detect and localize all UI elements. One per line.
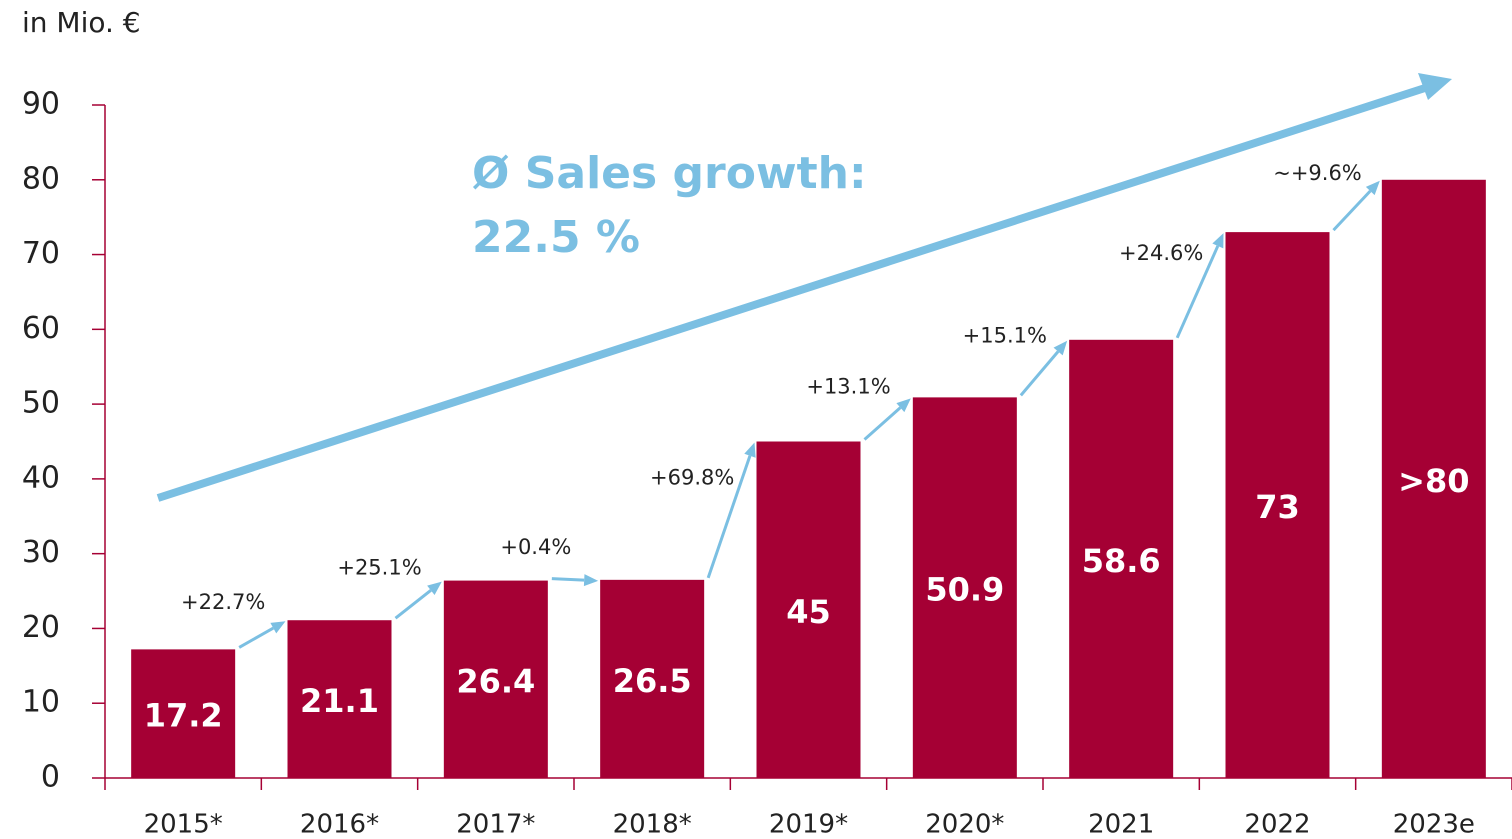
bar bbox=[756, 441, 861, 778]
y-tick-label: 90 bbox=[22, 87, 60, 122]
x-tick-label: 2022 bbox=[1244, 810, 1310, 839]
bar bbox=[287, 620, 392, 778]
value-label: 73 bbox=[1255, 488, 1300, 526]
y-tick-label: 70 bbox=[22, 236, 60, 271]
growth-arrowhead bbox=[427, 581, 442, 595]
x-tick-label: 2021 bbox=[1088, 810, 1154, 839]
y-tick-label: 10 bbox=[22, 685, 60, 720]
growth-arrowhead bbox=[1365, 180, 1380, 196]
y-tick-label: 30 bbox=[22, 535, 60, 570]
bar bbox=[1225, 232, 1330, 779]
annotation: 22.5 % bbox=[472, 212, 640, 263]
value-label: 26.4 bbox=[456, 662, 535, 700]
growth-arrow bbox=[706, 455, 752, 579]
growth-arrowhead bbox=[896, 398, 911, 413]
bar bbox=[600, 579, 705, 778]
x-tick-label: 2019* bbox=[769, 810, 848, 839]
growth-label: +0.4% bbox=[500, 535, 571, 559]
y-tick-label: 20 bbox=[22, 610, 60, 645]
growth-arrow bbox=[394, 589, 432, 620]
growth-label: +25.1% bbox=[337, 555, 421, 579]
x-tick-label: 2016* bbox=[300, 810, 379, 839]
growth-label: +13.1% bbox=[806, 374, 890, 398]
growth-label: +15.1% bbox=[963, 324, 1047, 348]
value-label: 26.5 bbox=[613, 662, 692, 700]
y-tick-label: 50 bbox=[22, 386, 60, 421]
growth-label: +22.7% bbox=[181, 590, 265, 614]
growth-arrowhead bbox=[1053, 340, 1068, 356]
annotation: Ø Sales growth: bbox=[472, 148, 867, 199]
bar bbox=[912, 397, 1017, 778]
growth-arrow bbox=[1175, 245, 1220, 339]
value-label: 17.2 bbox=[144, 697, 223, 735]
growth-arrowhead bbox=[270, 621, 286, 634]
growth-label: ~+9.6% bbox=[1273, 161, 1362, 185]
y-tick-label: 80 bbox=[22, 161, 60, 196]
growth-arrowhead bbox=[583, 574, 599, 587]
trend-arrow bbox=[156, 84, 1427, 502]
bar bbox=[443, 580, 548, 778]
y-tick-label: 0 bbox=[41, 760, 60, 795]
value-label: 21.1 bbox=[300, 682, 379, 720]
value-label: 58.6 bbox=[1082, 542, 1161, 580]
y-tick-label: 40 bbox=[22, 460, 60, 495]
y-tick-label: 60 bbox=[22, 311, 60, 346]
x-tick-label: 2015* bbox=[144, 810, 223, 839]
x-tick-label: 2017* bbox=[456, 810, 535, 839]
trend-arrowhead bbox=[1418, 73, 1452, 100]
value-label: 45 bbox=[786, 593, 831, 631]
x-tick-label: 2023e bbox=[1393, 810, 1475, 839]
y-axis-label: in Mio. € bbox=[22, 6, 141, 39]
growth-arrow bbox=[551, 577, 585, 582]
growth-label: +69.8% bbox=[650, 466, 734, 490]
growth-label: +24.6% bbox=[1119, 241, 1203, 265]
bar bbox=[131, 649, 236, 778]
growth-arrow bbox=[238, 626, 275, 649]
growth-arrowhead bbox=[744, 442, 756, 458]
value-label: >80 bbox=[1398, 462, 1469, 500]
growth-arrow bbox=[1019, 350, 1060, 397]
value-label: 50.9 bbox=[925, 571, 1004, 609]
bar bbox=[1069, 339, 1174, 778]
bar bbox=[1381, 179, 1486, 778]
x-tick-label: 2018* bbox=[613, 810, 692, 839]
growth-arrow bbox=[1332, 189, 1372, 232]
x-tick-label: 2020* bbox=[925, 810, 1004, 839]
growth-arrow bbox=[863, 406, 902, 441]
growth-arrowhead bbox=[1212, 233, 1224, 249]
